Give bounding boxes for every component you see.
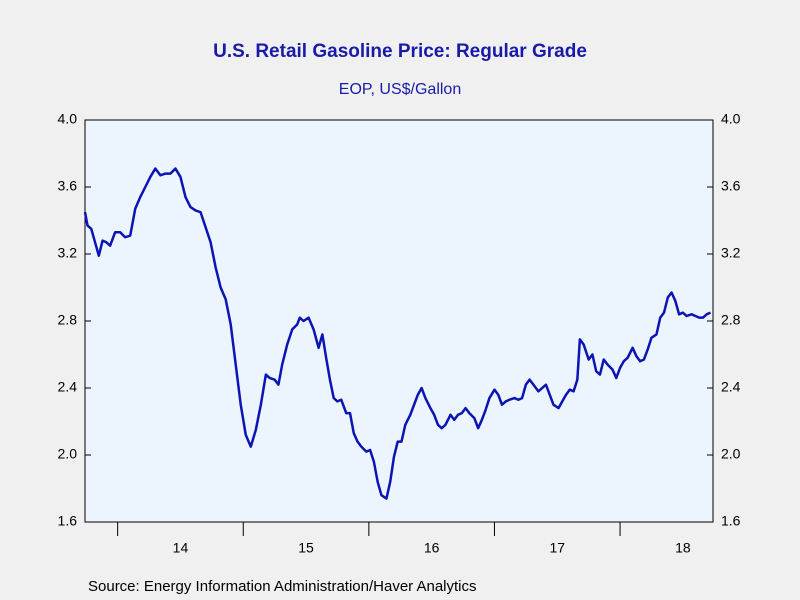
y2-tick-label: 3.6 [721, 178, 741, 194]
x-tick-label: 14 [173, 540, 189, 556]
data-line [83, 167, 711, 500]
y2-tick-label: 1.6 [721, 513, 741, 529]
y-tick-label: 2.4 [58, 379, 78, 395]
x-tick-label: 15 [298, 540, 314, 556]
x-tick-label: 18 [675, 540, 691, 556]
chart-title: U.S. Retail Gasoline Price: Regular Grad… [213, 41, 587, 62]
x-tick-label: 17 [549, 540, 565, 556]
chart-subtitle: EOP, US$/Gallon [339, 81, 461, 98]
y-tick-label: 4.0 [58, 111, 78, 127]
y-tick-label: 2.8 [58, 312, 78, 328]
y-tick-label: 1.6 [58, 513, 78, 529]
source-note: Source: Energy Information Administratio… [88, 578, 477, 595]
y-tick-label: 3.6 [58, 178, 78, 194]
y-tick-label: 3.2 [58, 245, 78, 261]
y2-tick-label: 2.0 [721, 446, 741, 462]
y2-tick-label: 2.8 [721, 312, 741, 328]
plot-area [84, 119, 714, 523]
y2-tick-label: 2.4 [721, 379, 741, 395]
y2-tick-label: 3.2 [721, 245, 741, 261]
y-tick-label: 2.0 [58, 446, 78, 462]
y2-tick-label: 4.0 [721, 111, 741, 127]
x-tick-label: 16 [424, 540, 440, 556]
